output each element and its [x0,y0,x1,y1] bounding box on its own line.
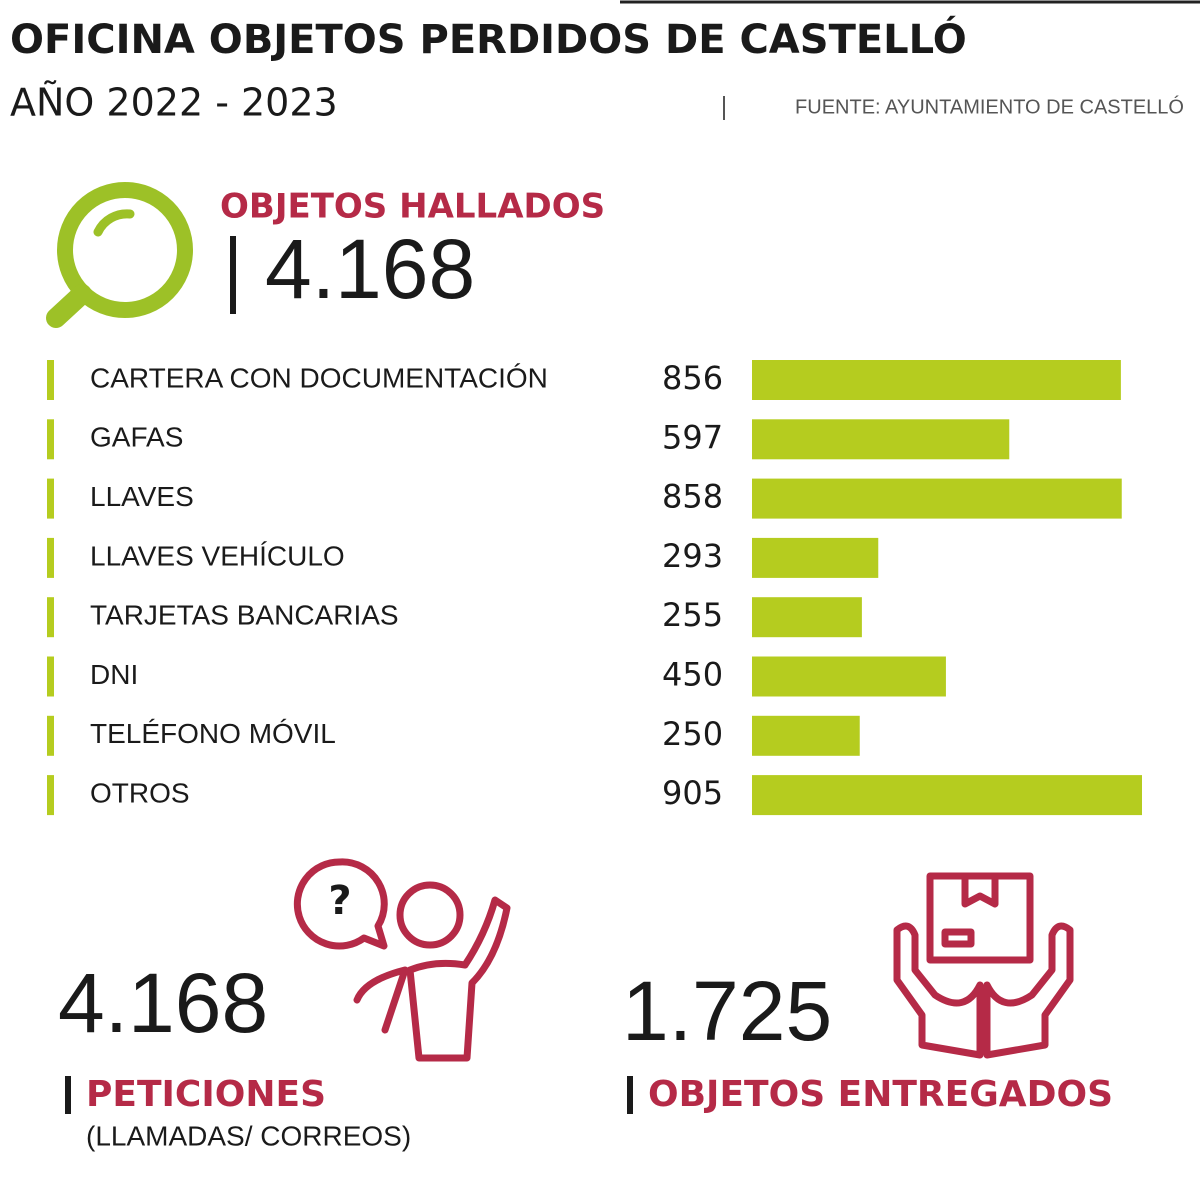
requests-total: 4.168 [58,956,268,1050]
subtitle: AÑO 2022 - 2023 [10,81,338,125]
value-label: 905 [662,774,723,812]
row-marker [47,715,54,756]
row-marker [47,478,54,519]
found-total: 4.168 [265,222,475,316]
value-label: 858 [662,478,723,516]
category-label: LLAVES [90,481,194,512]
requests-note: (LLAMADAS/ CORREOS) [86,1120,411,1151]
magnifier-icon [46,182,193,328]
category-label: DNI [90,659,138,690]
question-mark-icon: ? [328,878,351,924]
bar [752,537,879,578]
bar [752,597,862,638]
row-marker [47,775,54,816]
row-marker [47,537,54,578]
source: FUENTE: AYUNTAMIENTO DE CASTELLÓ [795,95,1184,118]
bar [752,715,860,756]
bar-chart: CARTERA CON DOCUMENTACIÓN 856 GAFAS 597 LLAV… [47,359,1142,816]
row-marker [47,597,54,638]
value-label: 450 [662,656,723,694]
bar [752,656,946,697]
bar [752,775,1142,816]
bar [752,360,1121,400]
delivered-label: OBJETOS ENTREGADOS [648,1074,1113,1115]
requests-label: PETICIONES [86,1074,326,1115]
title: OFICINA OBJETOS PERDIDOS DE CASTELLÓ [10,15,967,63]
category-label: LLAVES VEHÍCULO [90,540,345,571]
requests-icon [293,858,511,1062]
category-label: TARJETAS BANCARIAS [90,600,399,631]
value-label: 597 [662,418,723,456]
row-marker [47,419,54,460]
value-label: 250 [662,715,723,753]
value-label: 293 [662,537,723,575]
row-marker [47,360,54,400]
value-label: 255 [662,596,723,634]
delivered-total: 1.725 [622,964,832,1058]
bar [752,419,1010,460]
category-label: CARTERA CON DOCUMENTACIÓN [90,362,548,393]
row-marker [47,656,54,697]
value-label: 856 [662,359,723,397]
category-label: GAFAS [90,422,183,453]
bar [752,478,1122,519]
found-label: OBJETOS HALLADOS [220,187,605,227]
category-label: TELÉFONO MÓVIL [90,718,336,749]
delivered-icon [893,872,1074,1059]
category-label: OTROS [90,777,190,808]
